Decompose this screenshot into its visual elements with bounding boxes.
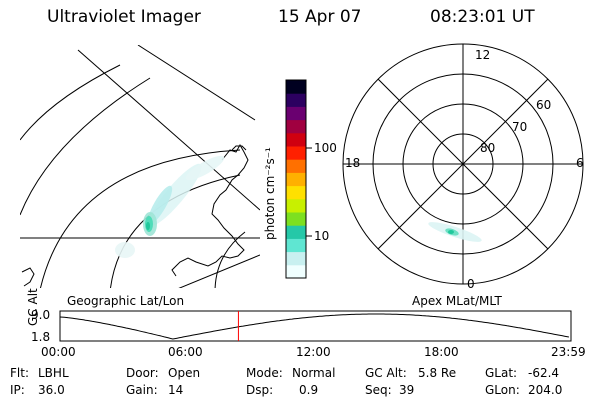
door-label: Door: [126, 366, 159, 380]
glon-label: GLon: [485, 383, 520, 397]
glat-label: GLat: [485, 366, 518, 380]
geographic-map-label: Geographic Lat/Lon [67, 294, 185, 308]
seq-value: 39 [399, 383, 415, 397]
colorbar-band [286, 212, 306, 226]
dsp-value: 0.9 [299, 383, 319, 397]
colorbar-units-label: photon cm⁻²s⁻¹ [263, 147, 277, 240]
mlat-label-80: 80 [480, 141, 496, 155]
colorbar-band [286, 225, 306, 239]
filter-value: LBHL [38, 366, 69, 380]
colorbar-band [286, 159, 306, 173]
colorbar-band [286, 172, 306, 187]
timeline-tick-2359: 23:59 [551, 345, 586, 359]
colorbar-band [286, 185, 306, 200]
mlt-label-right: 6 [576, 156, 584, 170]
timeline-ymin-label: 1.8 [31, 330, 51, 344]
timeline-tick-0600: 06:00 [168, 345, 203, 359]
colorbar-band [286, 264, 306, 279]
colorbar-band [286, 93, 306, 107]
timeline-tick-1800: 18:00 [424, 345, 459, 359]
time-label: 08:23:01 UT [430, 7, 535, 27]
lat-arc [20, 64, 121, 141]
colorbar-tick-10: 10 [314, 229, 330, 243]
timeline-tick-0000: 00:00 [41, 345, 76, 359]
altitude-timeline [59, 310, 572, 342]
timeline-ymax-label: 9.0 [31, 308, 51, 322]
gain-label: Gain: [126, 383, 158, 397]
colorbar-tick-100: 100 [314, 141, 337, 155]
instrument-title: Ultraviolet Imager [47, 7, 201, 27]
colorbar-band [286, 119, 306, 134]
ip-label: IP: [10, 383, 25, 397]
mlat-label-70: 70 [512, 120, 528, 134]
gain-value: 14 [168, 383, 184, 397]
apex-map-label: Apex MLat/MLT [412, 294, 502, 308]
colorbar-band [286, 251, 306, 266]
mode-value: Normal [292, 366, 336, 380]
glat-value: -62.4 [528, 366, 560, 380]
colorbar-band [286, 198, 306, 213]
seq-label: Seq: [365, 383, 392, 397]
colorbar [286, 80, 306, 279]
mlt-label-left: 18 [345, 156, 361, 170]
ip-value: 36.0 [38, 383, 65, 397]
polar-plot [342, 43, 584, 285]
colorbar-band [286, 238, 306, 253]
mlat-label-60: 60 [536, 98, 552, 112]
aurora-right [428, 222, 482, 242]
timeline-tick-1200: 12:00 [296, 345, 331, 359]
mode-label: Mode: [246, 366, 283, 380]
mlt-label-top: 12 [475, 48, 491, 62]
colorbar-band [286, 146, 306, 160]
filter-label: Flt: [10, 366, 29, 380]
gc-alt-value: 5.8 Re [418, 366, 457, 380]
colorbar-band [286, 80, 306, 94]
colorbar-band [286, 106, 306, 121]
colorbar-band [286, 132, 306, 147]
door-value: Open [168, 366, 201, 380]
aurora-left [115, 155, 225, 258]
dsp-label: Dsp: [246, 383, 274, 397]
glon-value: 204.0 [528, 383, 563, 397]
gc-alt-label: GC Alt: [365, 366, 407, 380]
mlt-label-bottom: 0 [467, 277, 475, 291]
date-label: 15 Apr 07 [278, 7, 362, 27]
